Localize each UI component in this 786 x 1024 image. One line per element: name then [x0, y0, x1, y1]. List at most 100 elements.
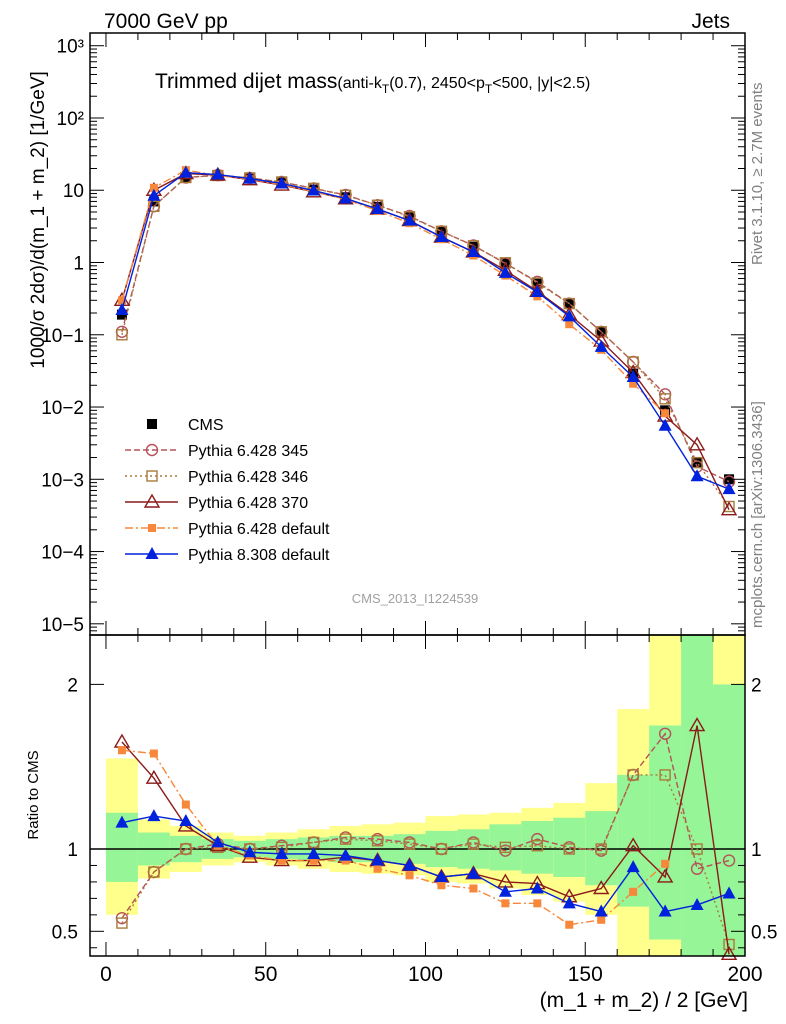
main-pythia-6-428-default-point	[117, 296, 126, 305]
main-pythia-8-308-default-point	[562, 309, 576, 322]
x-axis-label: (m_1 + m_2) / 2 [GeV]	[540, 989, 748, 1012]
ratio-pythia-8-308-default-point	[434, 869, 448, 882]
ratio-pythia-6-428-346-point	[659, 769, 671, 781]
x-tick-label: 100	[408, 963, 443, 986]
legend-label: Pythia 6.428 346	[188, 469, 308, 486]
main-pythia-8-308-default-line	[121, 171, 730, 490]
main-pythia-6-428-345-line	[121, 174, 730, 483]
x-tick-label: 50	[254, 963, 277, 986]
x-tick-label: 0	[100, 963, 112, 986]
ratio-pythia-6-428-346-point	[627, 769, 639, 781]
ratio-pythia-6-428-default-point	[661, 859, 670, 868]
main-pythia-6-428-346-point	[116, 329, 128, 341]
ratio-pythia-8-308-default-point	[147, 809, 161, 822]
ratio-y-tick-label-right: 1	[751, 840, 762, 861]
ratio-pythia-6-428-default-point	[309, 856, 318, 865]
ratio-pythia-6-428-345-point	[658, 727, 672, 740]
ratio-pythia-6-428-370-point	[593, 880, 610, 895]
main-pythia-6-428-default-point	[629, 379, 638, 388]
main-y-tick-label: 10³	[57, 37, 84, 58]
main-pythia-8-308-default-point	[147, 188, 161, 201]
header-left: 7000 GeV pp	[104, 10, 228, 33]
band-green-bin	[585, 811, 618, 886]
legend: CMS Pythia 6.428 345 Pythia 6.428 346 Pythi…	[125, 417, 330, 564]
ratio-pythia-6-428-346-point	[180, 843, 192, 855]
main-y-tick-label: 10−5	[41, 615, 84, 636]
legend-item: CMS	[147, 417, 224, 434]
ratio-y-tick-label-right: 2	[751, 675, 762, 696]
ratio-pythia-8-308-default-point	[243, 845, 257, 858]
legend-item: Pythia 6.428 370	[125, 493, 308, 512]
ratio-pythia-8-308-default-point	[403, 858, 417, 871]
ratio-y-tick-label-right: 0.5	[751, 922, 777, 943]
main-pythia-6-428-346-point	[659, 393, 671, 405]
ratio-pythia-6-428-346-point	[339, 833, 352, 845]
legend-item: Pythia 8.308 default	[125, 547, 330, 564]
main-plot-frame	[89, 32, 746, 636]
main-pythia-6-428-345-series	[115, 168, 736, 488]
main-cms-series	[116, 170, 735, 485]
legend-label: CMS	[188, 417, 224, 434]
ratio-pythia-8-308-default-point	[371, 853, 385, 866]
ratio-pythia-6-428-default-point	[277, 856, 286, 865]
main-pythia-6-428-346-point	[691, 456, 703, 469]
x-tick-label: 150	[568, 963, 603, 986]
ratio-pythia-6-428-345-point	[531, 832, 544, 846]
ratio-y-tick-label-left: 2	[67, 675, 78, 696]
ratio-pythia-8-308-default-series	[115, 809, 736, 917]
main-pythia-8-308-default-point	[722, 482, 736, 495]
ratio-pythia-6-428-346-point	[499, 841, 512, 854]
ratio-pythia-6-428-346-point	[116, 917, 128, 929]
main-y-tick-label: 10−2	[41, 398, 84, 419]
main-pythia-8-308-default-point	[594, 339, 608, 352]
ratio-pythia-6-428-default-point	[437, 881, 446, 890]
ratio-pythia-6-428-346-point	[691, 843, 703, 855]
ratio-pythia-8-308-default-point	[275, 846, 289, 859]
main-pythia-6-428-346-point	[595, 326, 607, 338]
ratio-pythia-6-428-370-point	[624, 837, 642, 852]
ratio-pythia-8-308-default-point	[307, 846, 321, 859]
ratio-pythia-6-428-default-point	[117, 746, 126, 755]
main-pythia-6-428-default-line	[121, 169, 666, 414]
main-pythia-8-308-default-point	[626, 370, 640, 383]
main-pythia-6-428-default-point	[661, 409, 670, 418]
ratio-pythia-8-308-default-point	[339, 848, 353, 861]
main-pythia-6-428-370-point	[688, 436, 706, 451]
ratio-pythia-8-308-default-point	[658, 904, 672, 917]
ratio-pythia-6-428-346-point	[563, 843, 575, 855]
ratio-pythia-8-308-default-point	[530, 881, 544, 894]
ratio-pythia-6-428-345-point	[722, 854, 736, 867]
main-pythia-6-428-default-point	[149, 183, 158, 192]
band-green-bin	[521, 821, 554, 874]
main-cms-point	[692, 457, 703, 468]
ratio-y-tick-label-left: 1	[67, 840, 78, 861]
main-pythia-6-428-346-point	[627, 356, 639, 368]
ratio-pythia-6-428-default-point	[373, 864, 382, 873]
ratio-pythia-8-308-default-point	[466, 866, 480, 879]
main-pythia-6-428-370-point	[720, 501, 738, 516]
legend-label: Pythia 6.428 345	[188, 443, 308, 460]
ratio-pythia-6-428-default-point	[181, 800, 190, 809]
main-pythia-6-428-default-series	[117, 166, 670, 418]
main-y-tick-label: 10−3	[41, 470, 84, 491]
main-pythia-8-308-default-point	[690, 469, 704, 482]
main-pythia-8-308-default-point	[179, 165, 193, 178]
main-cms-point	[724, 474, 735, 485]
ratio-pythia-6-428-345-point	[690, 862, 704, 875]
ratio-pythia-6-428-default-point	[533, 899, 542, 908]
ratio-pythia-6-428-346-point	[371, 835, 384, 847]
chart-title: Trimmed dijet mass(anti-kT(0.7), 2450<pT…	[155, 70, 590, 96]
main-pythia-8-308-default-point	[115, 303, 129, 316]
main-pythia-8-308-default-point	[530, 285, 544, 298]
ratio-pythia-6-428-346-point	[531, 840, 544, 852]
main-pythia-8-308-default-series	[115, 165, 736, 495]
ratio-pythia-6-428-default-point	[501, 899, 510, 908]
main-pythia-8-308-default-point	[243, 171, 257, 184]
x-tick-label: 200	[727, 963, 762, 986]
header-right: Jets	[691, 10, 730, 33]
ratio-pythia-6-428-default-point	[149, 749, 158, 758]
ratio-pythia-6-428-370-point	[720, 945, 738, 961]
band-green-bin	[617, 774, 650, 907]
legend-label: Pythia 6.428 370	[188, 495, 308, 512]
main-pythia-8-308-default-point	[434, 230, 448, 243]
